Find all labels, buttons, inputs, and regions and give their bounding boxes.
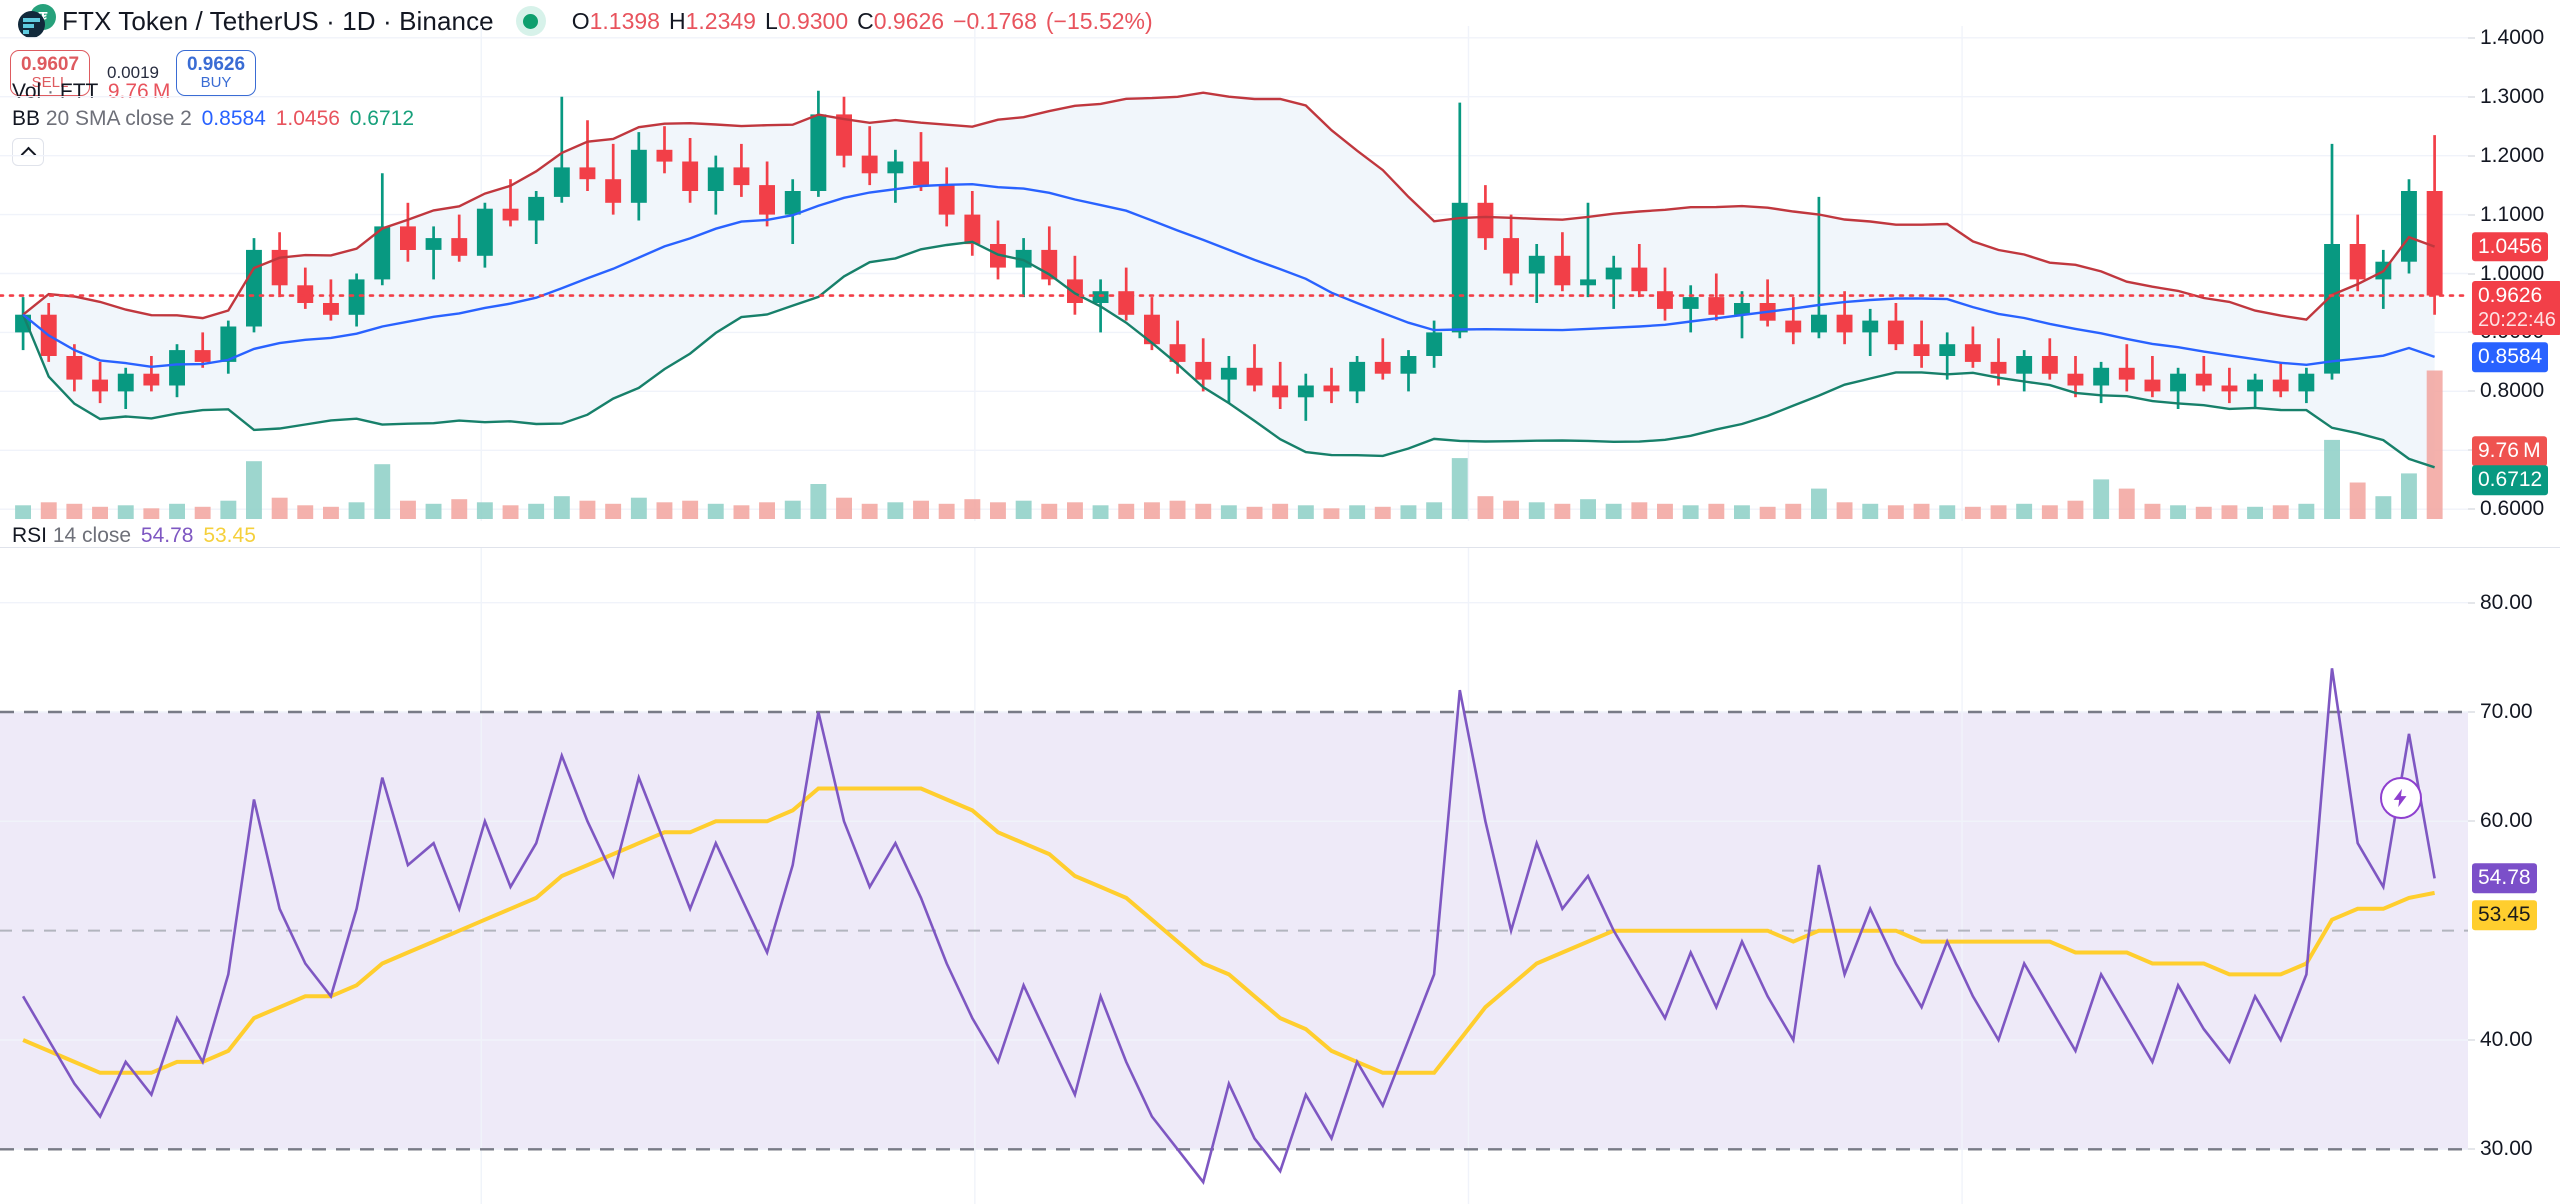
volume-legend-sep: · [47, 80, 55, 103]
price-tick-mark [2468, 273, 2475, 274]
rsi-tick-mark [2468, 820, 2475, 822]
buy-label: BUY [200, 74, 232, 92]
chart-header: ₮ FTX Token / TetherUS · 1D · Binance O1… [0, 0, 2560, 42]
price-tick-label: 1.4000 [2480, 25, 2545, 49]
rsi-legend-name: RSI [12, 524, 48, 547]
countdown-timer: 20:22:46 [2478, 309, 2556, 332]
high-key: H [668, 7, 686, 34]
price-tick-mark [2468, 214, 2475, 216]
rsi-tick-mark [2468, 711, 2475, 713]
rsi-chart-pane[interactable] [0, 548, 2468, 1204]
rsi-tick-label: 80.00 [2480, 590, 2533, 614]
market-status-badge [515, 6, 546, 36]
bb-lower-value: 0.6712 [349, 107, 415, 130]
ftx-logo-icon [18, 11, 45, 38]
trade-buttons: 0.9607 SELL 0.0019 0.9626 BUY [10, 50, 256, 96]
close-key: C [857, 7, 874, 34]
last-price-badge[interactable]: 0.9626 20:22:46 [2472, 280, 2560, 335]
bollinger-bands-legend[interactable]: BB 20 SMA close 2 0.8584 1.0456 0.6712 [12, 107, 414, 131]
fast-order-button[interactable] [2380, 777, 2422, 819]
rsi-tick-label: 40.00 [2480, 1028, 2533, 1051]
ohlc-values: O1.1398 H1.2349 L0.9300 C0.9626 −0.1768 (−15.… [572, 8, 1153, 35]
sell-button[interactable]: 0.9607 SELL [10, 50, 90, 96]
price-tick-mark [2468, 331, 2475, 333]
price-tick-label: 1.2000 [2480, 143, 2545, 167]
bb-legend-params: 20 SMA close 2 [45, 107, 192, 130]
price-tick-label: 1.3000 [2480, 84, 2545, 108]
price-tick-label: 0.6000 [2480, 497, 2545, 521]
rsi-tick-mark [2468, 602, 2475, 604]
bb-upper-price-badge[interactable]: 1.0456 [2472, 231, 2549, 262]
bb-basis-price-badge[interactable]: 0.8584 [2472, 342, 2549, 372]
rsi-tick-label: 30.00 [2480, 1137, 2533, 1161]
bb-legend-name: BB [12, 107, 41, 130]
close-value: 0.9626 [873, 7, 945, 34]
price-tick-mark [2468, 96, 2475, 98]
symbol-logos: ₮ [12, 4, 58, 38]
rsi-tick-label: 70.00 [2480, 700, 2533, 723]
rsi-tick-mark [2468, 1039, 2475, 1041]
page-title[interactable]: FTX Token / TetherUS · 1D · Binance [62, 5, 494, 36]
price-tick-label: 0.8000 [2480, 379, 2545, 403]
price-tick-label: 1.0000 [2480, 261, 2545, 285]
change-percent: (−15.52%) [1045, 7, 1153, 34]
rsi-value-badge[interactable]: 54.78 [2472, 863, 2537, 894]
buy-price: 0.9626 [186, 54, 246, 76]
low-key: L [764, 7, 778, 34]
price-axis[interactable]: 1.40001.30001.20001.10001.00000.90000.80… [2468, 26, 2560, 521]
rsi-legend[interactable]: RSI 14 close 54.78 53.45 [12, 524, 256, 548]
high-value: 1.2349 [685, 7, 756, 34]
spread-value: 0.0019 [107, 63, 159, 82]
lightning-bolt-icon [2393, 788, 2407, 808]
price-tick-label: 1.1000 [2480, 202, 2545, 226]
price-tick-mark [2468, 155, 2475, 157]
pane-divider [0, 547, 2560, 548]
rsi-value: 54.78 [140, 524, 194, 547]
volume-badge[interactable]: 9.76 M [2472, 436, 2547, 466]
bb-lower-price-badge[interactable]: 0.6712 [2472, 465, 2549, 495]
buy-button[interactable]: 0.9626 BUY [176, 50, 256, 96]
low-value: 0.9300 [777, 7, 849, 34]
sell-label: SELL [31, 74, 69, 92]
collapse-pane-button[interactable] [12, 138, 44, 166]
market-open-dot [523, 13, 539, 29]
bb-basis-value: 0.8584 [201, 107, 266, 130]
price-tick-mark [2468, 390, 2475, 392]
open-key: O [571, 7, 590, 34]
price-tick-mark [2468, 37, 2475, 39]
rsi-axis[interactable]: 80.00 70.00 60.00 40.00 30.00 54.78 53.45 [2468, 548, 2560, 1204]
change-value: −0.1768 [953, 7, 1037, 34]
rsi-tick-mark [2468, 1148, 2475, 1150]
open-value: 1.1398 [589, 7, 660, 34]
price-tick-mark [2468, 508, 2475, 510]
rsi-ma-value-badge[interactable]: 53.45 [2472, 900, 2537, 930]
sell-price: 0.9607 [20, 54, 80, 76]
price-tick-mark [2468, 449, 2475, 451]
rsi-legend-params: 14 close [52, 524, 132, 547]
bb-upper-value: 1.0456 [275, 107, 340, 130]
rsi-ma-value: 53.45 [203, 524, 256, 547]
price-chart-pane[interactable] [0, 26, 2468, 521]
rsi-tick-label: 60.00 [2480, 809, 2533, 833]
